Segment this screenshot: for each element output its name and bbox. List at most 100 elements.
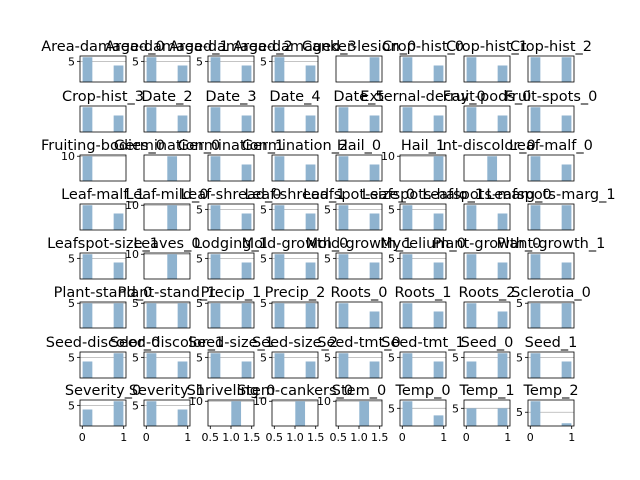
y-tick-label: 10 (61, 150, 75, 163)
panel-title: Date_4 (269, 89, 320, 105)
y-tick-label: 5 (68, 351, 75, 364)
axes-frame (527, 105, 575, 133)
y-tick-label: 5 (260, 297, 267, 310)
axes-frame (335, 154, 383, 182)
axes-frame (79, 105, 127, 133)
x-tick-label: 0.5 (330, 431, 348, 444)
y-tick-label: 5 (132, 351, 139, 364)
histogram-bar (402, 353, 413, 378)
panel-title: Mycelium_0 (380, 236, 466, 252)
panel-title: Area-damaged_1 (105, 39, 229, 55)
histogram-panel: 10 Hail_1 (381, 138, 447, 182)
axes-frame (143, 301, 191, 329)
y-tick-label: 5 (260, 203, 267, 216)
histogram-panel: Canker-lesion_0 (302, 39, 416, 83)
histogram-panel: Hail_0 (335, 138, 383, 182)
panel-title: Leaf-malf_1 (61, 187, 145, 203)
histogram-panel: Fruit-pods_0 (443, 89, 531, 133)
x-tick-label: 1.5 (371, 431, 389, 444)
histogram-bar (113, 115, 124, 132)
histogram-bar (530, 303, 541, 328)
histogram-bar (274, 107, 285, 132)
axes-frame (79, 399, 127, 427)
histogram-bar (210, 353, 221, 378)
y-tick-label: 5 (132, 399, 139, 412)
histogram-panel: External-decay_0 (360, 89, 486, 133)
panel-title: Leafspots-marg_0 (422, 187, 551, 203)
panel-title: Mold-growth_1 (306, 236, 413, 252)
panel-title: Germination_2 (242, 138, 348, 154)
histogram-bar (113, 353, 124, 378)
axes-frame (79, 154, 127, 182)
histogram-bar (338, 303, 349, 328)
histogram-bar (113, 213, 124, 230)
axes-frame (143, 399, 191, 427)
histogram-bar (369, 115, 380, 132)
panel-title: Crop-hist_1 (446, 39, 528, 55)
y-tick-label: 5 (388, 402, 395, 415)
histogram-bar (305, 115, 316, 132)
x-tick-label: 1 (440, 431, 447, 444)
y-tick-label: 10 (125, 248, 139, 261)
axes-frame (271, 105, 319, 133)
panel-title: Roots_2 (459, 285, 516, 301)
axes-frame (463, 105, 511, 133)
histogram-bar (497, 311, 508, 328)
histogram-bar (177, 115, 188, 132)
histogram-bar (177, 303, 188, 328)
histogram-panel: Leaf-malf_1 (61, 187, 145, 231)
axes-frame (79, 301, 127, 329)
histogram-bar (530, 107, 541, 132)
axes-frame (527, 55, 575, 83)
histogram-bar (338, 107, 349, 132)
x-tick-label: 0 (463, 431, 470, 444)
histogram-bar (305, 65, 316, 82)
histogram-bar (369, 57, 380, 82)
axes-frame (399, 154, 447, 182)
histogram-bar (433, 213, 444, 230)
axes-frame (207, 399, 255, 427)
axes-frame (463, 203, 511, 231)
panel-title: Leaf-shread_0 (180, 187, 281, 203)
histogram-bar (530, 254, 541, 279)
axes-frame (143, 252, 191, 280)
panel-title: Temp_0 (394, 383, 450, 399)
histogram-panel: Crop-hist_3 (62, 89, 144, 133)
panel-title: Leaf-shread_1 (244, 187, 345, 203)
histogram-bar (82, 57, 93, 82)
histogram-bar (210, 107, 221, 132)
histogram-bar (497, 115, 508, 132)
x-tick-label: 1 (568, 431, 575, 444)
panel-title: Area-damaged_0 (41, 39, 165, 55)
x-tick-label: 0 (143, 431, 150, 444)
histogram-panel: 5 0 1 Temp_1 (452, 383, 515, 444)
histogram-bar (146, 353, 157, 378)
histogram-bar (433, 156, 444, 181)
histogram-bar (113, 401, 124, 426)
histogram-bar (497, 65, 508, 82)
axes-frame (207, 301, 255, 329)
histogram-bar (305, 213, 316, 230)
x-tick-label: 0 (399, 431, 406, 444)
histogram-panel: Germination_1 (178, 138, 284, 182)
axes-frame (271, 203, 319, 231)
y-tick-label: 5 (132, 55, 139, 68)
histogram-bar (402, 205, 413, 230)
panel-title: Precip_1 (201, 285, 262, 301)
y-tick-label: 5 (68, 55, 75, 68)
axes-frame (399, 252, 447, 280)
panel-title: Plant-growth_0 (433, 236, 542, 252)
histogram-bar (241, 303, 252, 328)
axes-frame (271, 252, 319, 280)
histogram-bar (369, 213, 380, 230)
axes-frame (271, 55, 319, 83)
